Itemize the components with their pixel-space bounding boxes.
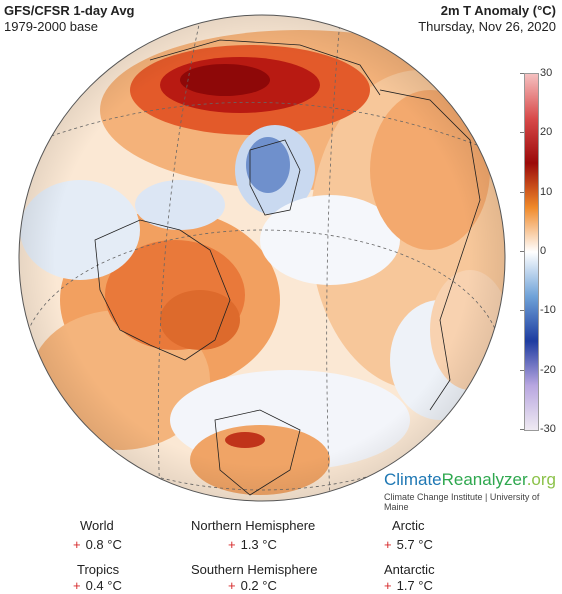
arctic-value: +5.7 °C (384, 537, 433, 552)
colorbar-tick-label: 10 (540, 185, 553, 198)
colorbar-tick-mark (520, 73, 524, 74)
world-label: World (80, 518, 114, 533)
world-value: +0.8 °C (73, 537, 122, 552)
antarctic-label: Antarctic (384, 562, 435, 577)
tropics-value: +0.4 °C (73, 578, 122, 593)
variable-title: 2m T Anomaly (°C) (440, 3, 556, 18)
date-label: Thursday, Nov 26, 2020 (418, 19, 556, 34)
colorbar-tick-mark (520, 132, 524, 134)
colorbar-tick-mark (520, 429, 524, 430)
nh-value: +1.3 °C (228, 537, 277, 552)
colorbar-tick-mark (520, 251, 524, 252)
sh-label: Southern Hemisphere (191, 562, 318, 577)
colorbar-tick-mark (520, 310, 524, 312)
arctic-label: Arctic (392, 518, 425, 533)
globe-outline (18, 14, 506, 502)
colorbar (524, 73, 539, 431)
baseline-label: 1979-2000 base (4, 19, 98, 34)
sh-value: +0.2 °C (228, 578, 277, 593)
colorbar-tick-mark (520, 369, 524, 371)
colorbar-tick-mark (520, 191, 524, 193)
product-title: GFS/CFSR 1-day Avg (4, 3, 135, 18)
brand-logo: ClimateReanalyzer.org (384, 470, 556, 489)
nh-label: Northern Hemisphere (191, 518, 316, 533)
tropics-label: Tropics (77, 562, 120, 577)
colorbar-tick-label: -20 (540, 363, 556, 376)
colorbar-tick-label: -10 (540, 304, 556, 317)
colorbar-tick-label: 30 (540, 67, 553, 79)
colorbar-tick-label: -30 (540, 423, 556, 435)
colorbar-tick-label: 20 (540, 126, 553, 139)
antarctic-value: +1.7 °C (384, 578, 433, 593)
institution-credit: Climate Change Institute | University of… (384, 492, 540, 512)
colorbar-tick-label: 0 (540, 245, 547, 257)
